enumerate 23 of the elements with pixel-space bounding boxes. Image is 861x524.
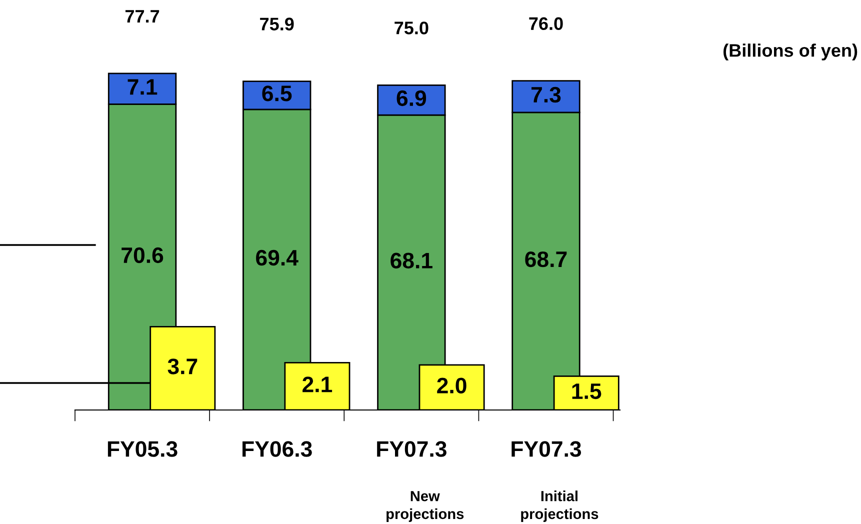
- total-label: 75.0: [394, 22, 428, 34]
- data-label: 69.4: [256, 250, 298, 266]
- total-label: 77.7: [125, 10, 160, 22]
- text: New projections: [386, 491, 464, 522]
- data-label: 70.6: [122, 247, 164, 264]
- data-label: 7.1: [128, 79, 158, 95]
- data-label: 7.3: [532, 86, 561, 103]
- data-label: 68.1: [390, 252, 432, 268]
- total-label: 75.9: [260, 18, 294, 30]
- x-tick-label: FY06.3: [242, 441, 312, 457]
- data-label: 2.0: [437, 378, 466, 394]
- data-label: 3.7: [168, 358, 198, 374]
- text: Initial projections: [521, 490, 598, 522]
- x-tick-label: FY05.3: [108, 441, 178, 457]
- data-label: 1.5: [572, 384, 602, 400]
- text: (Billions of yen): [723, 44, 858, 60]
- data-label: 6.9: [396, 90, 426, 106]
- x-tick-label: FY07.3: [377, 441, 446, 457]
- total-label: 76.0: [529, 17, 563, 30]
- data-label: 6.5: [262, 86, 292, 102]
- data-label: 2.1: [302, 376, 332, 392]
- x-tick-label: FY07.3: [512, 441, 582, 457]
- data-label: 68.7: [525, 251, 567, 268]
